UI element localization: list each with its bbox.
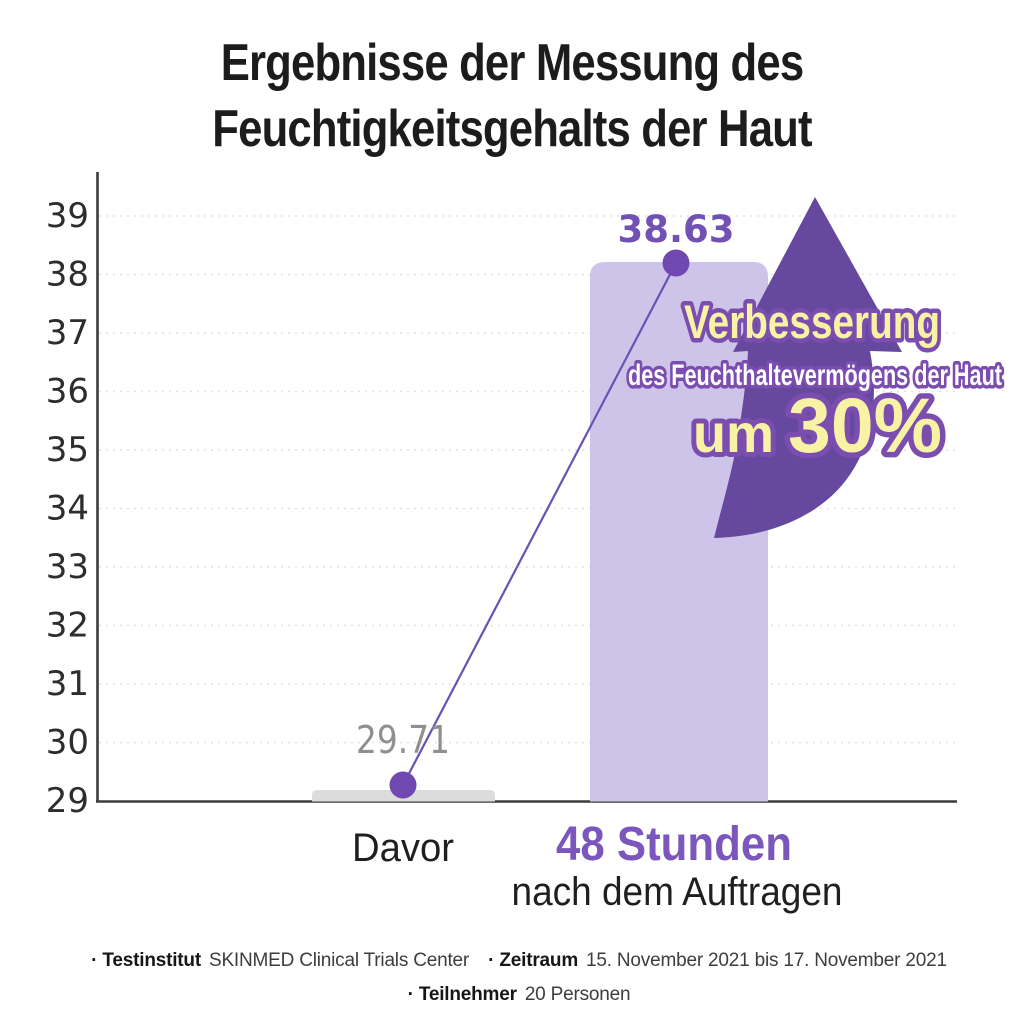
study-info-line2: · Teilnehmer 20 Personen bbox=[0, 978, 1024, 1012]
y-tick-33: 33 bbox=[46, 547, 89, 587]
testinstitut-value: SKINMED Clinical Trials Center bbox=[208, 950, 470, 971]
y-tick-34: 34 bbox=[46, 489, 89, 529]
chart-axes bbox=[96, 172, 957, 803]
teilnehmer-label: · Teilnehmer bbox=[407, 984, 517, 1005]
improvement-arrow-icon bbox=[714, 197, 902, 538]
y-tick-30: 30 bbox=[46, 723, 89, 763]
x-label-nach-dem-auftragen: nach dem Auftragen bbox=[512, 870, 843, 914]
y-tick-36: 36 bbox=[46, 372, 89, 412]
bar-48-stunden bbox=[590, 262, 768, 802]
gridlines bbox=[99, 215, 955, 744]
zeitraum-value: 15. November 2021 bis 17. November 2021 bbox=[586, 950, 947, 971]
value-label-48-stunden: 38.63 bbox=[617, 208, 734, 251]
chart-title-line1: Ergebnisse der Messung des bbox=[220, 34, 804, 92]
y-tick-32: 32 bbox=[46, 606, 89, 646]
y-tick-37: 37 bbox=[46, 313, 89, 353]
annotation-verbesserung: Verbesserung bbox=[684, 295, 940, 348]
y-tick-39: 39 bbox=[46, 196, 89, 236]
y-tick-38: 38 bbox=[46, 255, 89, 295]
study-info-footer: · Testinstitut SKINMED Clinical Trials Ce… bbox=[0, 944, 1024, 1012]
teilnehmer-value: 20 Personen bbox=[524, 984, 631, 1005]
annotation-30-percent: 30% bbox=[788, 383, 942, 469]
value-label-davor: 29.71 bbox=[356, 718, 450, 762]
y-tick-31: 31 bbox=[46, 664, 89, 704]
y-tick-35: 35 bbox=[46, 430, 89, 470]
study-info-line1: · Testinstitut SKINMED Clinical Trials Ce… bbox=[0, 944, 1024, 978]
x-label-davor: Davor bbox=[352, 826, 454, 870]
testinstitut-label: · Testinstitut bbox=[91, 950, 201, 971]
x-label-48-stunden: 48 Stunden bbox=[556, 818, 792, 871]
annotation-um: um bbox=[693, 404, 774, 464]
annotation-subline: des Feuchthaltevermögens der Haut bbox=[628, 359, 1002, 392]
chart-title-line2: Feuchtigkeitsgehalts der Haut bbox=[212, 100, 812, 158]
data-point-davor bbox=[389, 771, 417, 799]
chart-title: Ergebnisse der Messung des Feuchtigkeits… bbox=[82, 30, 942, 162]
y-axis-labels: 39 38 37 36 35 34 33 32 31 30 29 bbox=[46, 196, 89, 821]
zeitraum-label: · Zeitraum bbox=[488, 950, 579, 971]
y-tick-29: 29 bbox=[46, 781, 89, 821]
data-point-48-stunden bbox=[662, 249, 690, 277]
trend-connector-line bbox=[402, 262, 677, 786]
